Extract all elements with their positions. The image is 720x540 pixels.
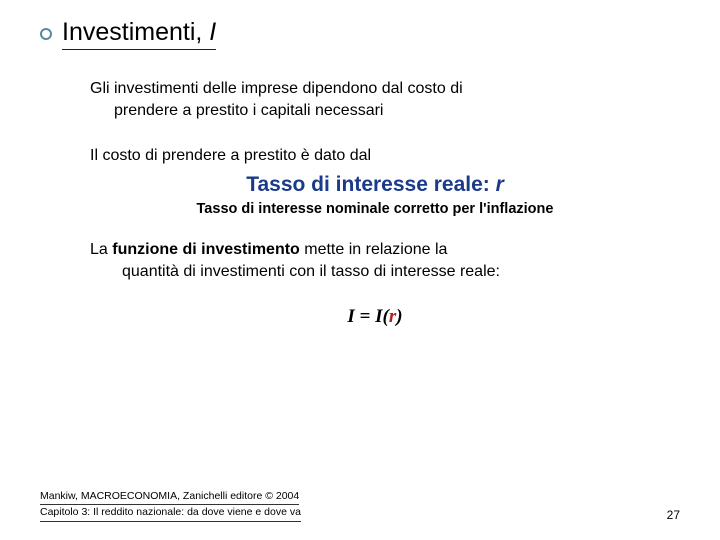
footer-line2: Capitolo 3: Il reddito nazionale: da dov… — [40, 505, 301, 522]
para1-line2: prendere a prestito i capitali necessari — [90, 100, 660, 122]
headline-r: r — [496, 173, 504, 196]
content-area: Gli investimenti delle imprese dipendono… — [90, 78, 660, 328]
page-number: 27 — [667, 508, 680, 522]
subheadline: Tasso di interesse nominale corretto per… — [90, 201, 660, 217]
formula-paren-r: ) — [396, 306, 402, 327]
paragraph-1: Gli investimenti delle imprese dipendono… — [90, 78, 660, 121]
bullet-icon — [40, 28, 52, 40]
footer: Mankiw, MACROECONOMIA, Zanichelli editor… — [40, 489, 680, 522]
para1-line1: Gli investimenti delle imprese dipendono… — [90, 80, 463, 97]
headline: Tasso di interesse reale: r — [90, 173, 660, 197]
formula-i2: I — [375, 306, 382, 327]
slide-title: Investimenti, I — [62, 18, 216, 50]
title-text: Investimenti, — [62, 18, 209, 46]
para3-bold: funzione di investimento — [112, 241, 300, 258]
formula-eq: = — [360, 306, 376, 327]
formula: I = I(r) — [90, 306, 660, 328]
para3-b: mette in relazione la — [300, 241, 448, 258]
title-row: Investimenti, I — [40, 18, 680, 50]
para3-a: La — [90, 241, 112, 258]
paragraph-2: Il costo di prendere a prestito è dato d… — [90, 145, 660, 167]
para3-line2: quantità di investimenti con il tasso di… — [90, 261, 660, 283]
footer-text: Mankiw, MACROECONOMIA, Zanichelli editor… — [40, 489, 680, 522]
title-italic: I — [209, 18, 216, 46]
headline-text: Tasso di interesse reale: — [246, 173, 495, 196]
formula-i1: I — [347, 306, 359, 327]
paragraph-3: La funzione di investimento mette in rel… — [90, 239, 660, 284]
footer-line1: Mankiw, MACROECONOMIA, Zanichelli editor… — [40, 489, 299, 506]
